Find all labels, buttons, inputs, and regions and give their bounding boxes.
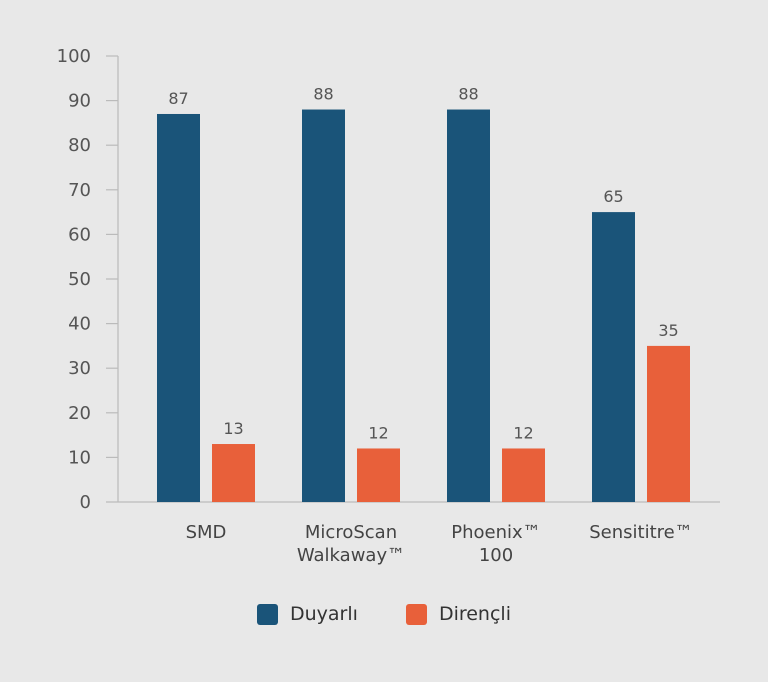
x-tick-label: Sensititre™ bbox=[589, 522, 692, 543]
bar-chart: 0 10 20 30 40 50 60 70 80 90 100 87 13 SMD 88 12 MicroSc… bbox=[57, 46, 720, 566]
x-tick-label: Walkaway™ bbox=[297, 545, 405, 566]
legend-label-direncli: Dirençli bbox=[438, 603, 511, 625]
legend-label-duyarli: Duyarlı bbox=[290, 603, 358, 625]
y-tick-label: 90 bbox=[68, 91, 91, 112]
bar-duyarli bbox=[447, 109, 490, 503]
y-tick-label: 50 bbox=[68, 269, 91, 290]
bar-direncli bbox=[502, 448, 545, 502]
data-label: 65 bbox=[603, 187, 623, 206]
data-label: 88 bbox=[313, 85, 333, 104]
legend: Duyarlı Dirençli bbox=[0, 603, 768, 625]
x-tick-label: SMD bbox=[186, 522, 227, 543]
bar-direncli bbox=[647, 345, 690, 502]
bar-direncli bbox=[357, 448, 400, 502]
data-label: 88 bbox=[458, 85, 478, 104]
y-tick-label: 20 bbox=[68, 403, 91, 424]
data-label: 13 bbox=[223, 419, 243, 438]
y-tick-label: 80 bbox=[68, 135, 91, 156]
legend-swatch-duyarli bbox=[257, 603, 278, 625]
x-tick-label: 100 bbox=[479, 545, 513, 566]
legend-swatch-direncli bbox=[405, 603, 427, 625]
y-tick-label: 30 bbox=[68, 358, 91, 379]
y-tick-label: 70 bbox=[68, 180, 91, 201]
bar-duyarli bbox=[592, 212, 635, 502]
x-tick-label: Phoenix™ bbox=[451, 522, 540, 543]
x-tick-label: MicroScan bbox=[305, 522, 397, 543]
legend-item-duyarli: Duyarlı bbox=[257, 603, 358, 625]
legend-item-direncli: Dirençli bbox=[405, 603, 511, 625]
bar-duyarli bbox=[302, 109, 345, 503]
y-tick-label: 100 bbox=[57, 46, 91, 67]
y-tick-label: 40 bbox=[68, 314, 91, 335]
data-label: 12 bbox=[368, 423, 388, 442]
y-tick-label: 60 bbox=[68, 224, 91, 245]
bar-direncli bbox=[212, 444, 255, 502]
data-label: 87 bbox=[168, 89, 188, 108]
y-tick-label: 0 bbox=[80, 492, 91, 513]
bar-duyarli bbox=[157, 113, 200, 502]
data-label: 35 bbox=[658, 321, 678, 340]
y-tick-label: 10 bbox=[68, 447, 91, 468]
data-label: 12 bbox=[513, 423, 533, 442]
